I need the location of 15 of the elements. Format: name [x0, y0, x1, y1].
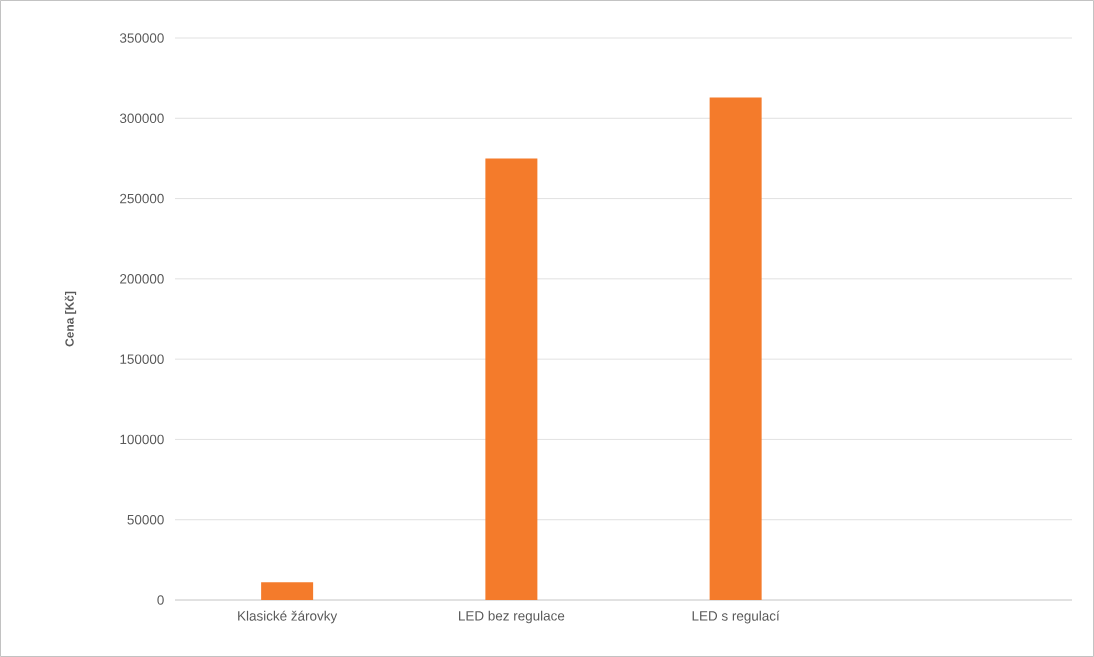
bar	[261, 582, 314, 600]
y-tick-label: 100000	[120, 434, 164, 445]
x-tick-label: LED s regulací	[692, 610, 780, 624]
y-axis-title: Cena [Kč]	[64, 291, 77, 347]
y-tick-label: 350000	[119, 33, 164, 43]
y-tick-label: 200000	[120, 274, 164, 284]
x-tick-label: LED bez regulace	[459, 610, 565, 624]
y-tick-label: 250000	[120, 193, 164, 204]
x-tick-label: Klasické žárovky	[238, 610, 338, 624]
y-tick-label: 300000	[119, 113, 164, 124]
bar	[485, 158, 538, 600]
y-tick-label: 50000	[127, 514, 164, 525]
y-tick-label: 0	[157, 595, 164, 605]
y-tick-label: 150000	[120, 354, 164, 364]
bar	[709, 97, 762, 600]
